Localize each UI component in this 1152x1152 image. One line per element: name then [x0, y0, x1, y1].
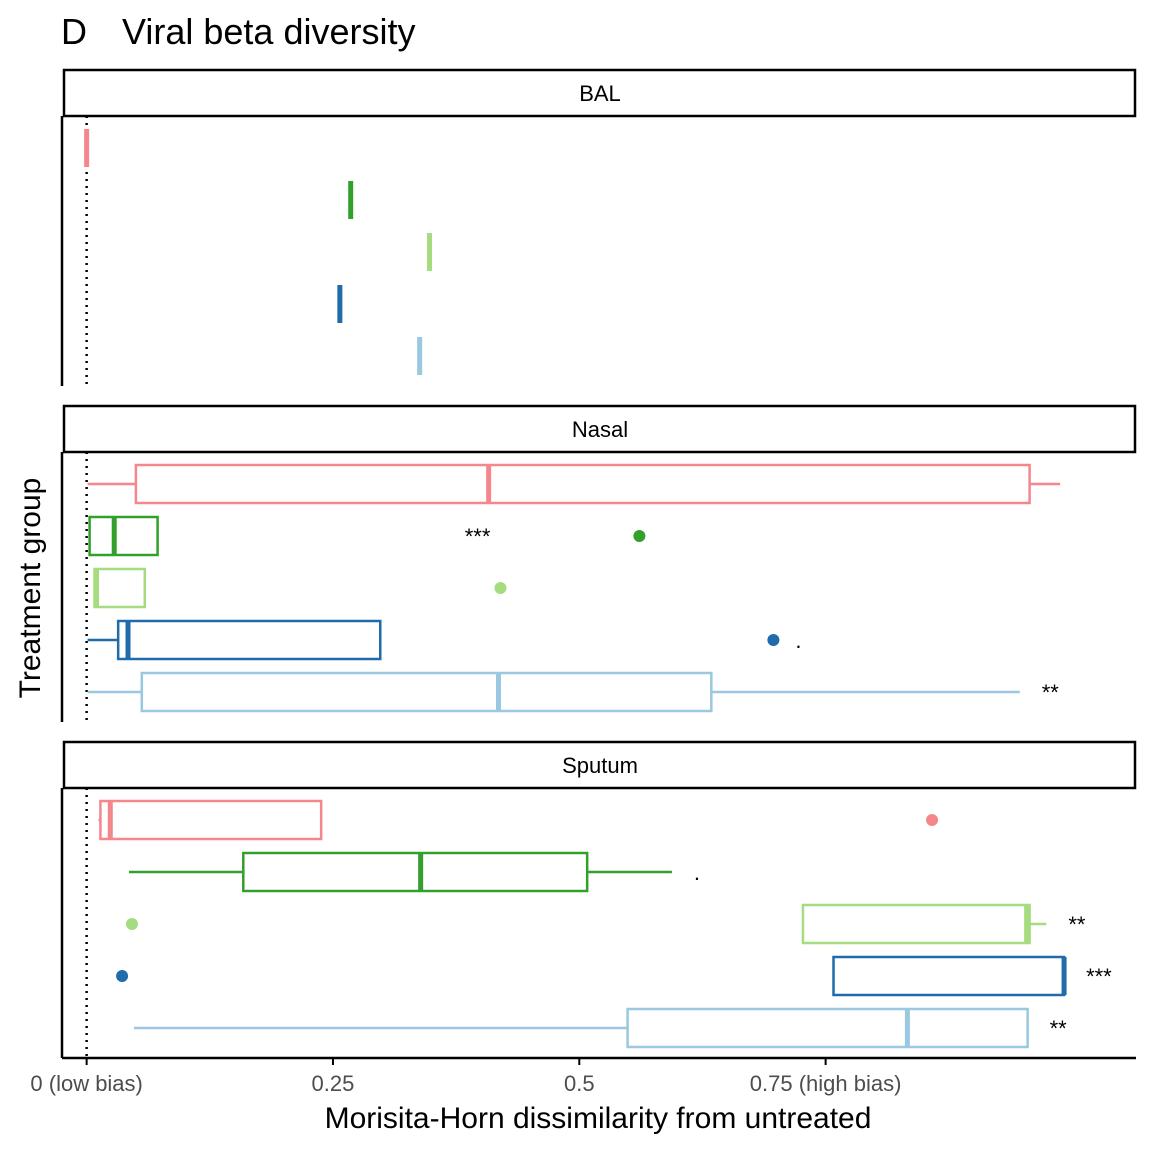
box-group: ** — [87, 671, 1060, 713]
significance-label: ** — [1050, 1016, 1068, 1041]
box-group: *** — [116, 955, 1112, 997]
x-axis-label: Morisita-Horn dissimilarity from untreat… — [325, 1102, 872, 1135]
box-group: . — [129, 851, 700, 893]
outlier-point — [116, 970, 129, 982]
significance-label: . — [694, 860, 700, 885]
panel-tag: D — [61, 11, 87, 52]
facet-strip-label: Nasal — [572, 417, 628, 442]
facet-panel-nasal: Nasal ***. ** — [60, 404, 1137, 722]
box — [88, 515, 159, 557]
box — [832, 955, 1066, 997]
box-group: ** — [133, 1007, 1068, 1049]
box — [626, 1007, 1029, 1049]
facet-strip-label: BAL — [579, 81, 621, 106]
box-group — [93, 567, 507, 609]
x-tick-label: 0.25 — [312, 1071, 355, 1096]
facet-strip — [62, 740, 1137, 790]
y-axis-label: Treatment group — [14, 478, 47, 699]
facet-strip-label: Sputum — [562, 753, 638, 778]
x-tick-label: 0 (low bias) — [30, 1071, 142, 1096]
box-group — [87, 463, 1061, 505]
outlier-point — [125, 918, 138, 930]
box-group — [98, 799, 939, 841]
facet-panel-bal: BAL — [60, 68, 1137, 386]
significance-label: *** — [1086, 964, 1112, 989]
box-group: *** — [88, 515, 646, 557]
significance-label: . — [795, 628, 801, 653]
facet-strip — [62, 68, 1137, 118]
box — [242, 851, 589, 893]
x-tick-label: 0.75 (high bias) — [750, 1071, 902, 1096]
box — [134, 463, 1031, 505]
box — [93, 567, 147, 609]
x-axis: 0 (low bias) 0.25 0.5 0.75 (high bias) — [30, 1056, 1136, 1096]
outlier-point — [767, 634, 780, 646]
significance-label: ** — [1042, 680, 1060, 705]
box-group: ** — [125, 903, 1086, 945]
box — [801, 903, 1031, 945]
box — [116, 619, 382, 661]
box — [140, 671, 713, 713]
outlier-point — [494, 582, 507, 594]
x-tick-label: 0.5 — [564, 1071, 595, 1096]
outlier-point — [926, 814, 939, 826]
significance-label: *** — [465, 524, 491, 549]
facet-panel-sputum: Sputum.******* — [60, 740, 1137, 1058]
box-group: . — [87, 619, 802, 661]
chart-title: Viral beta diversity — [122, 11, 415, 52]
facet-strip — [62, 404, 1137, 454]
outlier-point — [633, 530, 646, 542]
significance-label: ** — [1068, 912, 1086, 937]
box — [99, 799, 323, 841]
